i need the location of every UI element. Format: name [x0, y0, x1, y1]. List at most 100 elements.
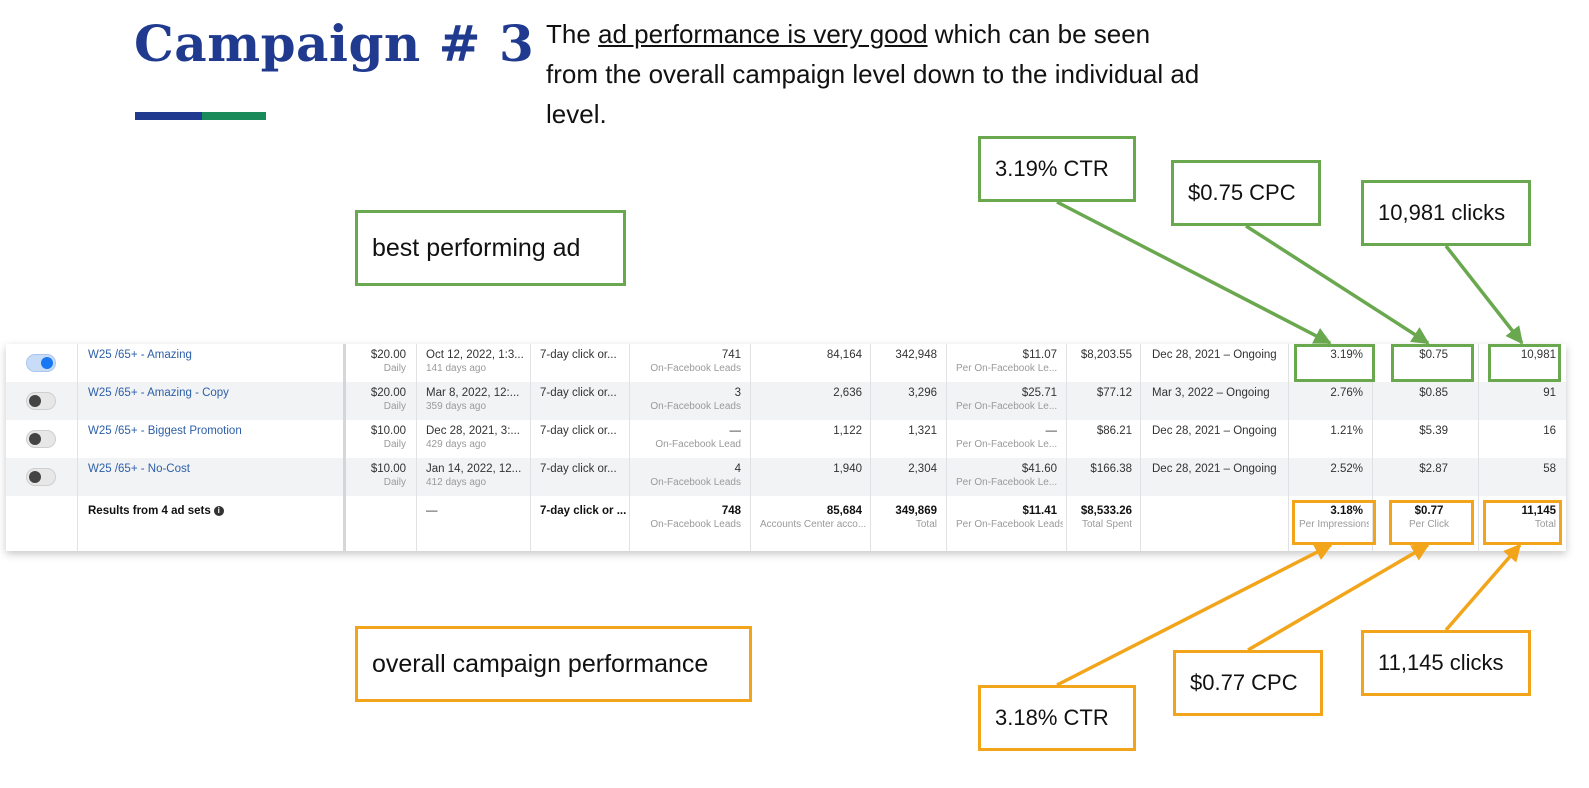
highlight-total-ctr: [1292, 500, 1376, 545]
callout-total-clicks: 11,145 clicks: [1361, 630, 1531, 696]
cost-value: $41.60: [1021, 463, 1057, 475]
cost-sub: Per On-Facebook Le...: [956, 477, 1058, 488]
budget-sub: Daily: [383, 401, 406, 412]
ad-set-toggle[interactable]: [26, 468, 56, 486]
date-sub: 141 days ago: [426, 363, 487, 374]
arrow-ad-clicks: [1444, 244, 1524, 345]
summary-spent-value: $8,533.26: [1080, 505, 1132, 517]
impressions-cell: 1,321: [908, 425, 937, 437]
arrow-total-clicks: [1444, 543, 1522, 632]
table-row[interactable]: W25 /65+ - No-Cost $10.00 Daily Jan 14, 2…: [6, 458, 1566, 496]
callout-overall: overall campaign performance: [355, 626, 752, 702]
summary-reach-sub: Accounts Center acco...: [760, 519, 867, 530]
summary-date: —: [426, 505, 438, 517]
ctr-cell: 3.19%: [1330, 349, 1363, 361]
attribution-cell: 7-day click or...: [540, 463, 617, 475]
reach-cell: 2,636: [833, 387, 862, 399]
toggle-knob: [29, 395, 41, 407]
slide-description: The ad performance is very good which ca…: [546, 14, 1206, 134]
toggle-knob: [41, 357, 53, 369]
summary-reach: 85,684 Accounts Center acco...: [754, 500, 868, 551]
date-cell: Mar 8, 2022, 12:... 359 days ago: [420, 382, 532, 420]
results-sub: On-Facebook Lead: [655, 439, 741, 450]
summary-cost-sub: Per On-Facebook Leads: [956, 519, 1063, 530]
date-value: Jan 14, 2022, 12...: [426, 463, 522, 475]
cpc-cell: $2.87: [1419, 463, 1448, 475]
callout-overall-label: overall campaign performance: [372, 649, 709, 678]
summary-attribution: 7-day click or ...: [540, 505, 627, 517]
results-value: 741: [721, 349, 741, 361]
arrow-total-cpc: [1247, 543, 1430, 652]
column-divider: [1288, 344, 1289, 551]
summary-results: 748 On-Facebook Leads: [633, 500, 747, 551]
column-divider: [1140, 344, 1141, 551]
ad-set-name[interactable]: W25 /65+ - Biggest Promotion: [88, 425, 242, 437]
cost-cell: $11.07 Per On-Facebook Le...: [950, 344, 1063, 382]
spent-cell: $166.38: [1090, 463, 1132, 475]
ad-set-toggle[interactable]: [26, 392, 56, 410]
title-bar-green: [202, 112, 266, 120]
arrow-total-ctr: [1056, 543, 1333, 687]
column-divider: [416, 344, 417, 551]
summary-impressions: 349,869 Total: [874, 500, 943, 551]
results-value: 4: [734, 463, 741, 475]
highlight-ad-ctr: [1294, 344, 1375, 382]
callout-best-ad: best performing ad: [355, 210, 626, 286]
budget-value: $20.00: [370, 387, 406, 399]
ad-set-toggle[interactable]: [26, 354, 56, 372]
column-divider: [946, 344, 947, 551]
ad-set-name[interactable]: W25 /65+ - Amazing: [88, 349, 192, 361]
impressions-cell: 3,296: [908, 387, 937, 399]
ad-set-name[interactable]: W25 /65+ - No-Cost: [88, 463, 190, 475]
budget-cell: $20.00 Daily: [348, 344, 412, 382]
reach-cell: 1,940: [833, 463, 862, 475]
impressions-cell: 2,304: [908, 463, 937, 475]
schedule-cell: Dec 28, 2021 – Ongoing: [1152, 463, 1277, 475]
results-cell: 3 On-Facebook Leads: [633, 382, 747, 420]
ctr-cell: 2.52%: [1330, 463, 1363, 475]
summary-cost: $11.41 Per On-Facebook Leads: [950, 500, 1063, 551]
description-underlined: ad performance is very good: [598, 19, 928, 49]
cost-sub: Per On-Facebook Le...: [956, 363, 1058, 374]
callout-best-ad-label: best performing ad: [372, 233, 581, 262]
summary-reach-value: 85,684: [826, 505, 862, 517]
attribution-cell: 7-day click or...: [540, 349, 617, 361]
clicks-cell: 58: [1543, 463, 1556, 475]
ad-sets-table: W25 /65+ - Amazing $20.00 Daily Oct 12, 2…: [6, 344, 1566, 551]
ad-set-toggle[interactable]: [26, 430, 56, 448]
table-row[interactable]: W25 /65+ - Biggest Promotion $10.00 Daily…: [6, 420, 1566, 458]
cost-value: $11.07: [1022, 349, 1057, 361]
callout-ad-clicks: 10,981 clicks: [1361, 180, 1531, 246]
date-cell: Jan 14, 2022, 12... 412 days ago: [420, 458, 532, 496]
callout-total-clicks-label: 11,145 clicks: [1378, 650, 1504, 675]
reach-cell: 84,164: [826, 349, 862, 361]
reach-cell: 1,122: [833, 425, 862, 437]
column-divider: [77, 344, 78, 551]
summary-results-value: 748: [721, 505, 741, 517]
summary-spent: $8,533.26 Total Spent: [1070, 500, 1138, 551]
results-cell: 4 On-Facebook Leads: [633, 458, 747, 496]
toggle-knob: [29, 433, 41, 445]
schedule-cell: Dec 28, 2021 – Ongoing: [1152, 349, 1277, 361]
cost-cell: $41.60 Per On-Facebook Le...: [950, 458, 1063, 496]
ad-set-name[interactable]: W25 /65+ - Amazing - Copy: [88, 387, 229, 399]
table-row[interactable]: W25 /65+ - Amazing - Copy $20.00 Daily Ma…: [6, 382, 1566, 420]
summary-cost-value: $11.41: [1022, 505, 1057, 517]
summary-impressions-value: 349,869: [895, 505, 937, 517]
results-cell: 741 On-Facebook Leads: [633, 344, 747, 382]
summary-ctr-value: 3.18%: [1330, 505, 1363, 517]
info-icon[interactable]: i: [213, 505, 224, 516]
budget-value: $10.00: [370, 425, 406, 437]
summary-clicks-sub: Total: [1534, 519, 1556, 530]
summary-cpc: $0.77 Per Click: [1388, 500, 1470, 551]
slide-title: Campaign # 3: [134, 14, 535, 73]
callout-ad-clicks-label: 10,981 clicks: [1378, 200, 1506, 225]
table-row[interactable]: W25 /65+ - Amazing $20.00 Daily Oct 12, 2…: [6, 344, 1566, 382]
impressions-cell: 342,948: [895, 349, 937, 361]
column-divider: [1478, 344, 1479, 551]
budget-value: $20.00: [370, 349, 406, 361]
cpc-cell: $0.75: [1419, 349, 1448, 361]
column-divider: [870, 344, 871, 551]
highlight-total-cpc: [1389, 500, 1474, 545]
